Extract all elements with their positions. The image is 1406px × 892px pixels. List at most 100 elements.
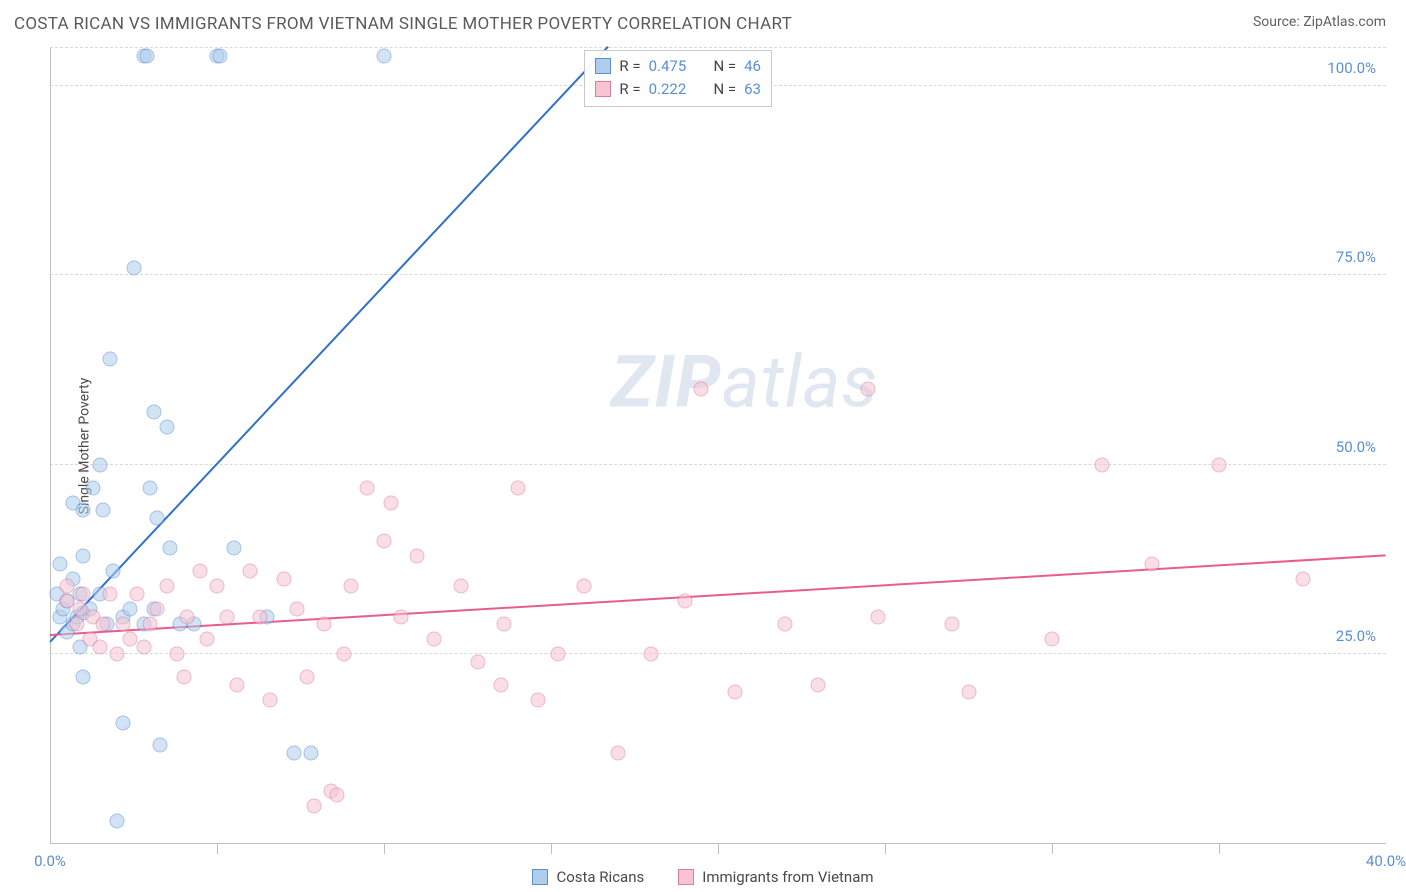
x-tick xyxy=(885,844,886,854)
stats-row: R = 0.475 N = 46 xyxy=(595,55,761,78)
data-point xyxy=(510,480,525,495)
data-point xyxy=(103,586,118,601)
source-link[interactable]: ZipAtlas.com xyxy=(1303,14,1386,30)
data-point xyxy=(336,647,351,662)
data-point xyxy=(143,480,158,495)
data-point xyxy=(59,594,74,609)
data-point xyxy=(811,677,826,692)
data-point xyxy=(146,404,161,419)
data-point xyxy=(73,639,88,654)
gridline xyxy=(50,274,1386,275)
data-point xyxy=(210,48,225,63)
source-attribution: Source: ZipAtlas.com xyxy=(1253,14,1386,30)
data-point xyxy=(116,715,131,730)
data-point xyxy=(96,617,111,632)
legend: Costa Ricans Immigrants from Vietnam xyxy=(0,868,1406,886)
data-point xyxy=(493,677,508,692)
n-value: 46 xyxy=(744,55,761,78)
data-point xyxy=(86,480,101,495)
data-point xyxy=(276,571,291,586)
gridline xyxy=(50,653,1386,654)
data-point xyxy=(83,632,98,647)
legend-item: Immigrants from Vietnam xyxy=(678,868,873,886)
data-point xyxy=(59,594,74,609)
data-point xyxy=(230,677,245,692)
gridline xyxy=(50,47,1386,48)
correlation-stats: R = 0.475 N = 46R = 0.222 N = 63 xyxy=(584,50,772,107)
data-point xyxy=(139,48,154,63)
gridline xyxy=(50,464,1386,465)
legend-item: Costa Ricans xyxy=(532,868,644,886)
data-point xyxy=(123,602,138,617)
data-point xyxy=(263,692,278,707)
data-point xyxy=(727,685,742,700)
plot-area: ZIPatlas 25.0%50.0%75.0%100.0%0.0%40.0%R… xyxy=(50,48,1386,844)
data-point xyxy=(163,541,178,556)
data-point xyxy=(179,609,194,624)
y-tick-label: 75.0% xyxy=(1336,248,1382,266)
legend-swatch xyxy=(678,869,694,885)
series-swatch xyxy=(595,58,611,74)
data-point xyxy=(73,586,88,601)
y-tick-label: 100.0% xyxy=(1327,59,1382,77)
data-point xyxy=(226,541,241,556)
data-point xyxy=(1095,457,1110,472)
data-point xyxy=(76,670,91,685)
data-point xyxy=(343,579,358,594)
data-point xyxy=(303,746,318,761)
data-point xyxy=(176,670,191,685)
data-point xyxy=(93,639,108,654)
trendline xyxy=(49,46,608,642)
data-point xyxy=(644,647,659,662)
data-point xyxy=(286,746,301,761)
data-point xyxy=(377,533,392,548)
data-point xyxy=(53,556,68,571)
data-point xyxy=(76,548,91,563)
watermark: ZIPatlas xyxy=(611,340,879,425)
data-point xyxy=(169,647,184,662)
data-point xyxy=(153,738,168,753)
data-point xyxy=(1295,571,1310,586)
data-point xyxy=(497,617,512,632)
data-point xyxy=(159,420,174,435)
x-tick xyxy=(551,844,552,854)
data-point xyxy=(1045,632,1060,647)
trendline xyxy=(50,554,1386,636)
legend-label: Costa Ricans xyxy=(556,868,644,886)
data-point xyxy=(550,647,565,662)
x-tick xyxy=(384,844,385,854)
data-point xyxy=(220,609,235,624)
data-point xyxy=(944,617,959,632)
data-point xyxy=(290,602,305,617)
legend-label: Immigrants from Vietnam xyxy=(702,868,873,886)
data-point xyxy=(136,639,151,654)
data-point xyxy=(861,382,876,397)
scatter-chart: Single Mother Poverty ZIPatlas 25.0%50.0… xyxy=(50,48,1386,844)
data-point xyxy=(66,495,81,510)
data-point xyxy=(694,382,709,397)
data-point xyxy=(116,609,131,624)
data-point xyxy=(323,783,338,798)
data-point xyxy=(410,548,425,563)
data-point xyxy=(300,670,315,685)
data-point xyxy=(243,564,258,579)
data-point xyxy=(610,746,625,761)
data-point xyxy=(383,495,398,510)
y-tick-label: 25.0% xyxy=(1336,627,1382,645)
y-tick-label: 50.0% xyxy=(1336,438,1382,456)
data-point xyxy=(93,457,108,472)
data-point xyxy=(56,602,71,617)
header: COSTA RICAN VS IMMIGRANTS FROM VIETNAM S… xyxy=(0,0,1406,40)
data-point xyxy=(76,503,91,518)
data-point xyxy=(96,503,111,518)
data-point xyxy=(123,632,138,647)
data-point xyxy=(173,617,188,632)
data-point xyxy=(470,655,485,670)
data-point xyxy=(1212,457,1227,472)
data-point xyxy=(330,787,345,802)
data-point xyxy=(530,692,545,707)
data-point xyxy=(961,685,976,700)
y-axis xyxy=(50,48,51,844)
legend-swatch xyxy=(532,869,548,885)
x-tick xyxy=(217,844,218,854)
